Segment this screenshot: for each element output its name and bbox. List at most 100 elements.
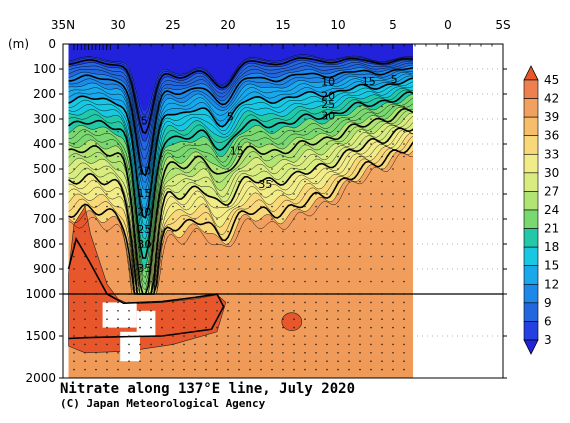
sample-point: [73, 143, 75, 145]
sample-point: [106, 368, 108, 371]
sample-point: [370, 326, 372, 329]
sample-point: [183, 301, 185, 304]
sample-point: [84, 326, 86, 329]
sample-point: [84, 310, 86, 312]
sample-point: [172, 168, 174, 170]
bold-contour-35: [68, 141, 413, 295]
sample-point: [370, 280, 372, 283]
sample-point: [249, 130, 251, 133]
sample-point: [194, 180, 196, 183]
sample-point: [260, 218, 262, 220]
sample-point: [337, 343, 339, 346]
y-tick-label: 400: [33, 137, 56, 151]
sample-point: [260, 143, 262, 145]
contour-label-30: 30: [321, 109, 335, 122]
x-tick-label: 20: [220, 18, 235, 32]
sample-point: [403, 255, 405, 258]
contour-4: [68, 55, 413, 125]
sample-point: [238, 368, 240, 371]
sample-point: [95, 155, 97, 158]
sample-point: [227, 343, 229, 346]
colorbar-segment: [523, 321, 539, 341]
sample-point: [73, 205, 75, 208]
sample-point: [392, 243, 394, 245]
sample-point: [293, 255, 295, 258]
sample-point: [381, 193, 383, 195]
sample-point: [95, 205, 97, 208]
sample-point: [205, 218, 207, 220]
sample-point: [392, 105, 394, 108]
y-tick-label: 2000: [25, 371, 56, 385]
sample-point: [183, 255, 185, 258]
sample-point: [337, 335, 339, 337]
x-tick-label: 5: [389, 18, 397, 32]
sample-point: [161, 193, 163, 195]
sample-point: [271, 243, 273, 245]
sample-point: [326, 368, 328, 371]
colorbar-label: 42: [544, 92, 559, 106]
sample-point: [271, 168, 273, 170]
y-axis-label: (m): [8, 37, 29, 51]
sample-point: [227, 268, 229, 270]
sample-point: [205, 301, 207, 304]
sample-point: [128, 155, 130, 158]
sample-point: [392, 343, 394, 346]
sample-point: [260, 268, 262, 270]
sample-point: [227, 168, 229, 170]
sample-point: [73, 352, 75, 354]
sample-point: [260, 243, 262, 245]
sample-point: [205, 180, 207, 183]
sample-point: [139, 301, 141, 304]
sample-point: [106, 155, 108, 158]
sample-point: [348, 343, 350, 346]
sample-point: [403, 301, 405, 304]
contour-label-15: 15: [230, 144, 244, 157]
sample-point: [348, 318, 350, 321]
sample-point: [128, 352, 130, 354]
sample-point: [392, 118, 394, 120]
sample-point: [183, 318, 185, 321]
sample-point: [348, 118, 350, 120]
sample-point: [117, 218, 119, 220]
sample-point: [238, 205, 240, 208]
sample-point: [95, 193, 97, 195]
sample-point: [381, 360, 383, 363]
contour-11: [68, 70, 413, 183]
sample-point: [293, 301, 295, 304]
sample-point: [326, 155, 328, 158]
sample-point: [95, 335, 97, 337]
sample-point: [216, 243, 218, 245]
sample-point: [106, 130, 108, 133]
sample-point: [293, 155, 295, 158]
sample-point: [315, 205, 317, 208]
sample-point: [304, 118, 306, 120]
contour-label-15: 15: [137, 187, 151, 200]
sample-point: [216, 168, 218, 170]
sample-point: [128, 343, 130, 346]
sample-point: [216, 155, 218, 158]
sample-point: [271, 368, 273, 371]
sample-point: [326, 310, 328, 312]
sample-point: [392, 301, 394, 304]
sample-point: [117, 243, 119, 245]
sample-point: [238, 168, 240, 170]
contour-33: [68, 133, 413, 295]
sample-point: [172, 143, 174, 145]
sample-point: [161, 360, 163, 363]
sample-point: [348, 230, 350, 233]
contour-29: [68, 122, 413, 295]
sample-point: [249, 360, 251, 363]
sample-point: [128, 280, 130, 283]
sample-point: [326, 268, 328, 270]
sample-point: [249, 230, 251, 233]
sample-point: [117, 335, 119, 337]
sample-point: [271, 343, 273, 346]
sample-point: [326, 243, 328, 245]
sample-point: [315, 335, 317, 337]
sample-point: [249, 205, 251, 208]
sample-point: [238, 243, 240, 245]
sample-point: [139, 326, 141, 329]
sample-point: [348, 301, 350, 304]
sample-point: [227, 230, 229, 233]
sample-point: [293, 180, 295, 183]
